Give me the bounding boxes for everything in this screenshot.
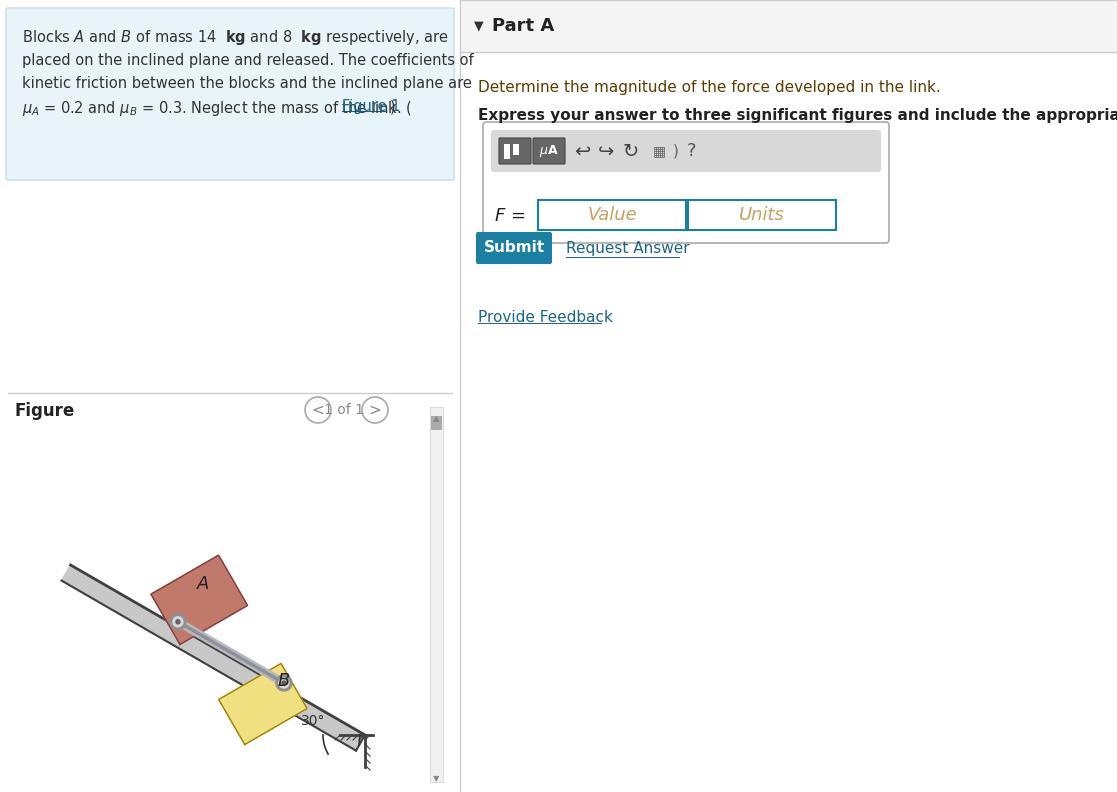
FancyBboxPatch shape xyxy=(533,138,565,164)
Circle shape xyxy=(176,620,180,624)
Text: Express your answer to three significant figures and include the appropriate uni: Express your answer to three significant… xyxy=(478,108,1117,123)
Text: kinetic friction between the blocks and the inclined plane are: kinetic friction between the blocks and … xyxy=(22,76,471,91)
Text: ↩: ↩ xyxy=(574,142,590,161)
Polygon shape xyxy=(219,664,307,744)
FancyBboxPatch shape xyxy=(499,138,531,164)
Bar xyxy=(538,200,686,230)
Circle shape xyxy=(173,617,183,626)
Bar xyxy=(513,144,519,155)
Text: Part A: Part A xyxy=(491,17,554,35)
Text: 30°: 30° xyxy=(300,714,325,728)
Text: Figure 1: Figure 1 xyxy=(342,99,401,114)
Text: Submit: Submit xyxy=(484,241,545,256)
FancyBboxPatch shape xyxy=(476,232,552,264)
Text: ▦: ▦ xyxy=(652,144,666,158)
Text: $\mathit{A}$: $\mathit{A}$ xyxy=(195,575,210,593)
Text: $\mu_A$ = 0.2 and $\mu_B$ = 0.3. Neglect the mass of the link. (: $\mu_A$ = 0.2 and $\mu_B$ = 0.3. Neglect… xyxy=(22,99,412,118)
Text: Provide Feedback: Provide Feedback xyxy=(478,310,613,325)
Bar xyxy=(431,416,442,430)
Text: ▼: ▼ xyxy=(432,775,439,783)
Text: $F$ =: $F$ = xyxy=(494,207,525,225)
Bar xyxy=(688,200,836,230)
Text: Units: Units xyxy=(739,206,785,224)
Text: ▲: ▲ xyxy=(432,414,439,424)
Bar xyxy=(504,144,510,159)
Polygon shape xyxy=(61,565,365,751)
Circle shape xyxy=(170,614,185,630)
Text: $\mathit{B}$: $\mathit{B}$ xyxy=(277,672,290,690)
Text: ▼: ▼ xyxy=(474,20,484,32)
Text: >: > xyxy=(369,402,381,417)
Circle shape xyxy=(276,675,292,691)
Text: Value: Value xyxy=(588,206,637,224)
Text: <: < xyxy=(312,402,324,417)
Text: Request Answer: Request Answer xyxy=(566,241,689,256)
Text: $\mu$A: $\mu$A xyxy=(540,143,558,159)
Circle shape xyxy=(279,678,289,688)
FancyBboxPatch shape xyxy=(491,130,881,172)
FancyBboxPatch shape xyxy=(6,8,454,180)
Text: ): ) xyxy=(674,143,679,158)
Bar xyxy=(460,0,1117,52)
Circle shape xyxy=(305,397,331,423)
Text: placed on the inclined plane and released. The coefficients of: placed on the inclined plane and release… xyxy=(22,53,474,68)
Circle shape xyxy=(362,397,388,423)
Text: ↻: ↻ xyxy=(623,142,639,161)
Circle shape xyxy=(281,681,286,685)
Text: Determine the magnitude of the force developed in the link.: Determine the magnitude of the force dev… xyxy=(478,80,941,95)
Text: ): ) xyxy=(390,99,395,114)
Polygon shape xyxy=(151,555,248,645)
Text: ?: ? xyxy=(687,142,697,160)
Text: Figure: Figure xyxy=(15,402,75,420)
Text: 1 of 1: 1 of 1 xyxy=(324,403,364,417)
Text: Blocks $\mathit{A}$ and $\mathit{B}$ of mass 14  $\bf{kg}$ and 8  $\bf{kg}$ resp: Blocks $\mathit{A}$ and $\mathit{B}$ of … xyxy=(22,28,449,47)
Text: ↪: ↪ xyxy=(598,142,614,161)
FancyBboxPatch shape xyxy=(483,122,889,243)
Bar xyxy=(430,407,443,782)
